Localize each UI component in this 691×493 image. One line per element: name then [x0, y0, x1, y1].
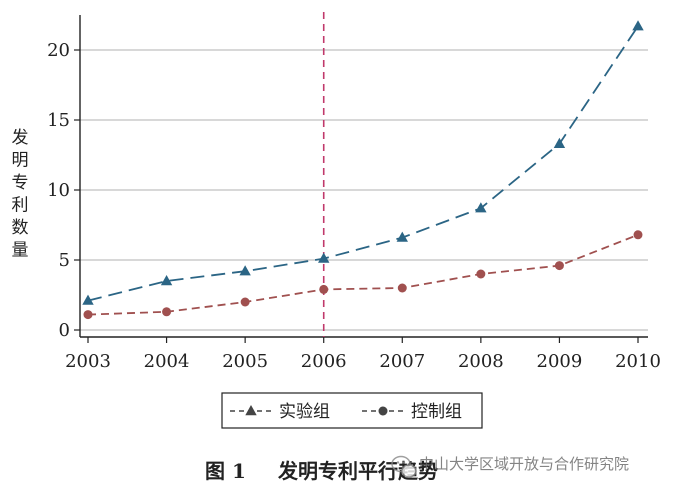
x-tick-label: 2010 — [615, 351, 661, 372]
y-tick-label: 5 — [59, 250, 70, 271]
series-line — [87, 233, 639, 316]
data-point-circle — [83, 310, 93, 320]
y-axis-label-char: 明 — [12, 151, 29, 171]
y-tick-label: 15 — [47, 110, 70, 131]
y-axis-label-char: 数 — [12, 218, 29, 238]
y-axis-label-char: 利 — [12, 196, 29, 216]
x-tick-label: 2009 — [537, 351, 583, 372]
wechat-icon — [391, 455, 417, 478]
series-treatment — [82, 20, 644, 305]
x-tick-label: 2003 — [65, 351, 111, 372]
x-tick-label: 2008 — [458, 351, 504, 372]
data-point-triangle — [318, 252, 330, 263]
series-control — [83, 230, 643, 320]
data-point-circle — [633, 230, 643, 240]
caption-number: 图 1 — [205, 459, 246, 483]
x-tick-label: 2005 — [222, 351, 268, 372]
legend-label: 控制组 — [411, 402, 462, 422]
data-point-triangle — [82, 294, 94, 305]
data-point-triangle — [239, 265, 251, 276]
x-tick-label: 2006 — [301, 351, 347, 372]
legend: 实验组 控制组 — [221, 392, 483, 429]
series-group — [82, 20, 644, 320]
data-point-triangle — [475, 202, 487, 213]
data-point-circle — [240, 297, 250, 307]
y-tick-label: 10 — [47, 180, 70, 201]
series-line — [87, 25, 639, 302]
legend-box — [221, 392, 483, 429]
y-tick-label: 0 — [59, 320, 70, 341]
data-point-triangle — [632, 20, 644, 31]
data-point-circle — [319, 284, 329, 294]
y-tick-label: 20 — [47, 40, 70, 61]
watermark: 中山大学区域开放与合作研究院 — [391, 455, 629, 478]
data-point-triangle — [553, 137, 566, 148]
data-point-circle — [476, 269, 486, 279]
watermark-text: 中山大学区域开放与合作研究院 — [419, 455, 629, 473]
y-axis-label-char: 发 — [12, 128, 29, 148]
gridlines — [80, 49, 648, 331]
y-axis-label-char: 专 — [12, 173, 29, 193]
legend-triangle-marker — [245, 405, 257, 416]
legend-circle-marker — [378, 406, 388, 416]
data-point-triangle — [396, 231, 408, 242]
data-point-triangle — [160, 275, 173, 286]
axes: 0 5 10 15 20 2003 2004 2005 2006 2007 2008 2009 2010 — [47, 15, 661, 372]
data-point-circle — [554, 261, 564, 271]
y-axis-label-char: 量 — [12, 241, 29, 261]
legend-label: 实验组 — [279, 402, 330, 422]
x-tick-label: 2007 — [379, 351, 425, 372]
data-point-circle — [397, 283, 407, 293]
x-tick-label: 2004 — [144, 351, 190, 372]
caption: 图 1 发明专利平行趋势 — [205, 459, 438, 483]
data-point-circle — [162, 307, 172, 317]
